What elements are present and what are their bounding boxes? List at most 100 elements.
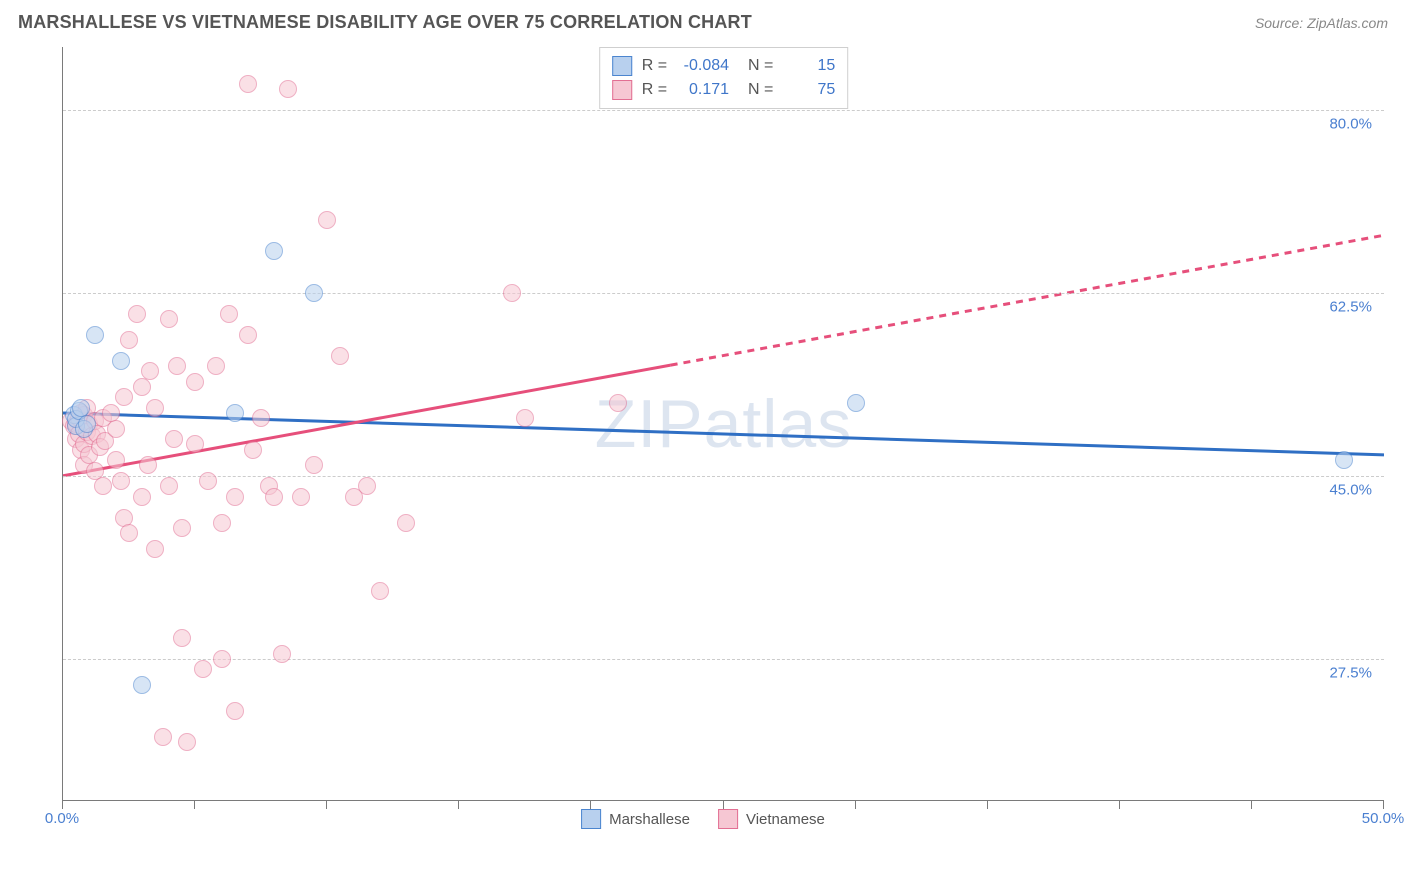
data-point xyxy=(226,702,244,720)
data-point xyxy=(1335,451,1353,469)
legend-label-marshallese: Marshallese xyxy=(609,811,690,828)
x-tick-mark xyxy=(855,801,856,809)
data-point xyxy=(133,676,151,694)
stats-legend: R = -0.084 N = 15 R = 0.171 N = 75 xyxy=(599,47,849,109)
x-tick-mark xyxy=(1251,801,1252,809)
stats-row-marshallese: R = -0.084 N = 15 xyxy=(612,54,836,78)
data-point xyxy=(120,331,138,349)
swatch-marshallese xyxy=(612,56,632,76)
gridline xyxy=(63,293,1384,294)
data-point xyxy=(279,80,297,98)
data-point xyxy=(173,519,191,537)
data-point xyxy=(331,347,349,365)
r-label: R = xyxy=(642,78,667,102)
chart-title: MARSHALLESE VS VIETNAMESE DISABILITY AGE… xyxy=(18,12,752,33)
data-point xyxy=(112,352,130,370)
data-point xyxy=(847,394,865,412)
data-point xyxy=(318,211,336,229)
swatch-marshallese-icon xyxy=(581,809,601,829)
data-point xyxy=(72,399,90,417)
data-point xyxy=(128,305,146,323)
n-value-vietnamese: 75 xyxy=(783,78,835,102)
data-point xyxy=(252,409,270,427)
data-point xyxy=(78,415,96,433)
data-point xyxy=(305,456,323,474)
data-point xyxy=(86,326,104,344)
legend-item-marshallese: Marshallese xyxy=(581,809,690,829)
data-point xyxy=(220,305,238,323)
data-point xyxy=(146,399,164,417)
data-point xyxy=(358,477,376,495)
x-tick-mark xyxy=(590,801,591,809)
n-label: N = xyxy=(739,54,773,78)
data-point xyxy=(397,514,415,532)
data-point xyxy=(173,629,191,647)
data-point xyxy=(371,582,389,600)
x-tick-mark xyxy=(458,801,459,809)
data-point xyxy=(213,514,231,532)
x-tick-mark xyxy=(62,801,63,809)
data-point xyxy=(107,420,125,438)
data-point xyxy=(120,524,138,542)
r-label: R = xyxy=(642,54,667,78)
chart-source: Source: ZipAtlas.com xyxy=(1255,15,1388,31)
legend-label-vietnamese: Vietnamese xyxy=(746,811,825,828)
data-point xyxy=(154,728,172,746)
data-point xyxy=(186,435,204,453)
swatch-vietnamese-icon xyxy=(718,809,738,829)
data-point xyxy=(112,472,130,490)
data-point xyxy=(609,394,627,412)
data-point xyxy=(139,456,157,474)
y-tick-label: 80.0% xyxy=(1329,115,1372,132)
gridline xyxy=(63,110,1384,111)
y-tick-label: 27.5% xyxy=(1329,664,1372,681)
plot-area: ZIPatlas R = -0.084 N = 15 R = 0.171 N =… xyxy=(62,47,1384,801)
y-tick-label: 45.0% xyxy=(1329,481,1372,498)
data-point xyxy=(213,650,231,668)
x-tick-mark xyxy=(1119,801,1120,809)
data-point xyxy=(305,284,323,302)
data-point xyxy=(194,660,212,678)
series-legend: Marshallese Vietnamese xyxy=(581,809,825,829)
data-point xyxy=(265,488,283,506)
chart-header: MARSHALLESE VS VIETNAMESE DISABILITY AGE… xyxy=(12,12,1394,41)
r-value-marshallese: -0.084 xyxy=(677,54,729,78)
data-point xyxy=(133,378,151,396)
legend-item-vietnamese: Vietnamese xyxy=(718,809,825,829)
data-point xyxy=(146,540,164,558)
x-tick-mark xyxy=(194,801,195,809)
data-point xyxy=(226,488,244,506)
data-point xyxy=(141,362,159,380)
data-point xyxy=(244,441,262,459)
data-point xyxy=(115,388,133,406)
x-tick-label: 0.0% xyxy=(45,810,79,827)
y-tick-label: 62.5% xyxy=(1329,298,1372,315)
data-point xyxy=(226,404,244,422)
gridline xyxy=(63,659,1384,660)
x-tick-mark xyxy=(723,801,724,809)
stats-row-vietnamese: R = 0.171 N = 75 xyxy=(612,78,836,102)
gridline xyxy=(63,476,1384,477)
data-point xyxy=(503,284,521,302)
data-point xyxy=(239,75,257,93)
n-value-marshallese: 15 xyxy=(783,54,835,78)
chart-container: Disability Age Over 75 ZIPatlas R = -0.0… xyxy=(12,41,1394,861)
watermark: ZIPatlas xyxy=(595,385,852,463)
x-tick-mark xyxy=(1383,801,1384,809)
data-point xyxy=(273,645,291,663)
data-point xyxy=(160,310,178,328)
data-point xyxy=(165,430,183,448)
data-point xyxy=(265,242,283,260)
data-point xyxy=(199,472,217,490)
data-point xyxy=(107,451,125,469)
x-tick-label: 50.0% xyxy=(1362,810,1405,827)
x-tick-mark xyxy=(987,801,988,809)
data-point xyxy=(160,477,178,495)
n-label: N = xyxy=(739,78,773,102)
data-point xyxy=(239,326,257,344)
data-point xyxy=(207,357,225,375)
data-point xyxy=(516,409,534,427)
x-tick-mark xyxy=(326,801,327,809)
data-point xyxy=(133,488,151,506)
swatch-vietnamese xyxy=(612,80,632,100)
